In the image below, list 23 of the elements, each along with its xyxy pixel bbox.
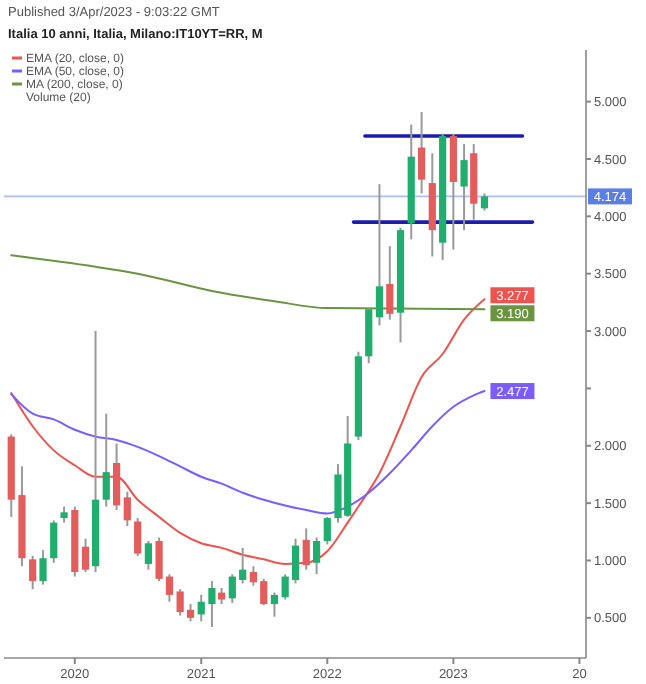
candlestick bbox=[29, 554, 37, 591]
line-series bbox=[10, 390, 486, 515]
candlestick bbox=[134, 517, 142, 557]
candlestick bbox=[123, 490, 131, 528]
candlestick bbox=[81, 537, 90, 573]
line-series bbox=[10, 298, 486, 565]
candlestick bbox=[449, 132, 457, 251]
candlestick bbox=[144, 539, 152, 571]
candlestick bbox=[102, 412, 110, 508]
candlestick bbox=[428, 152, 436, 258]
candlestick bbox=[323, 515, 331, 546]
candlestick bbox=[270, 591, 279, 618]
candlestick bbox=[417, 110, 426, 195]
candlestick bbox=[50, 519, 58, 564]
candlestick bbox=[375, 183, 384, 327]
candlestick bbox=[39, 549, 47, 586]
line-series bbox=[10, 254, 486, 311]
candlestick bbox=[312, 536, 321, 576]
candlestick bbox=[302, 527, 310, 571]
candlestick bbox=[386, 245, 394, 321]
candlestick bbox=[113, 442, 121, 512]
candlestick bbox=[365, 307, 373, 365]
candlestick bbox=[460, 143, 468, 232]
